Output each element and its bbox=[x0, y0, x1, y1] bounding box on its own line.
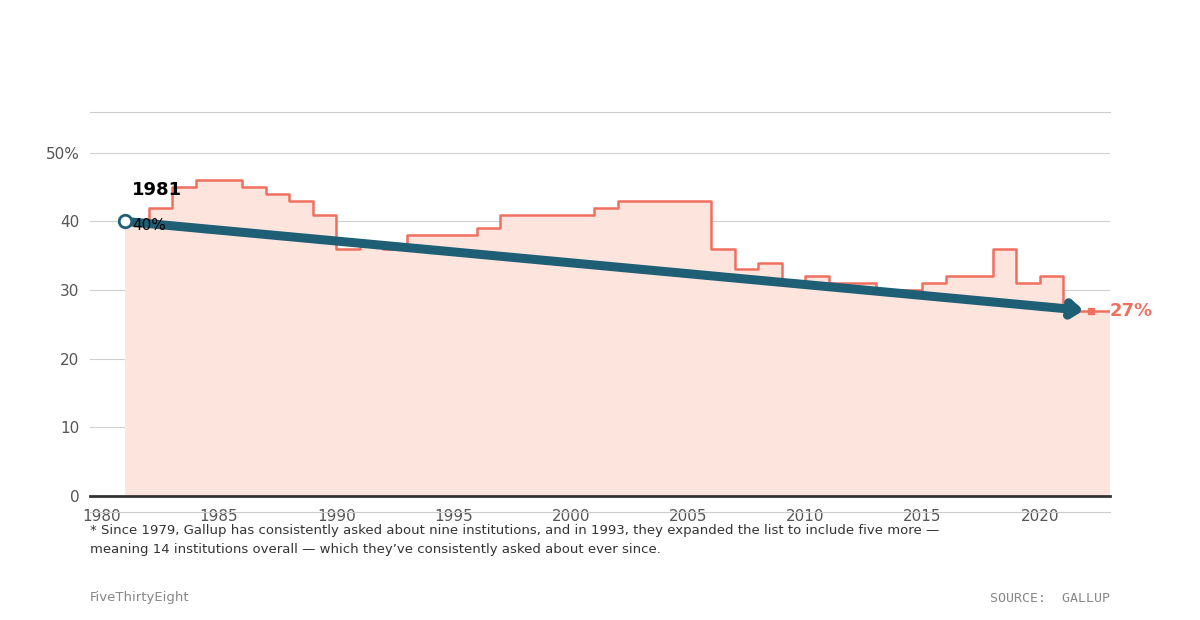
Text: * Since 1979, Gallup has consistently asked about nine institutions, and in 1993: * Since 1979, Gallup has consistently as… bbox=[90, 524, 940, 556]
Text: 40%: 40% bbox=[132, 218, 166, 233]
Text: 27%: 27% bbox=[1110, 302, 1153, 320]
Text: FiveThirtyEight: FiveThirtyEight bbox=[90, 591, 190, 604]
Polygon shape bbox=[125, 180, 1110, 496]
Text: SOURCE:  GALLUP: SOURCE: GALLUP bbox=[990, 591, 1110, 604]
Text: 1981: 1981 bbox=[132, 182, 182, 200]
